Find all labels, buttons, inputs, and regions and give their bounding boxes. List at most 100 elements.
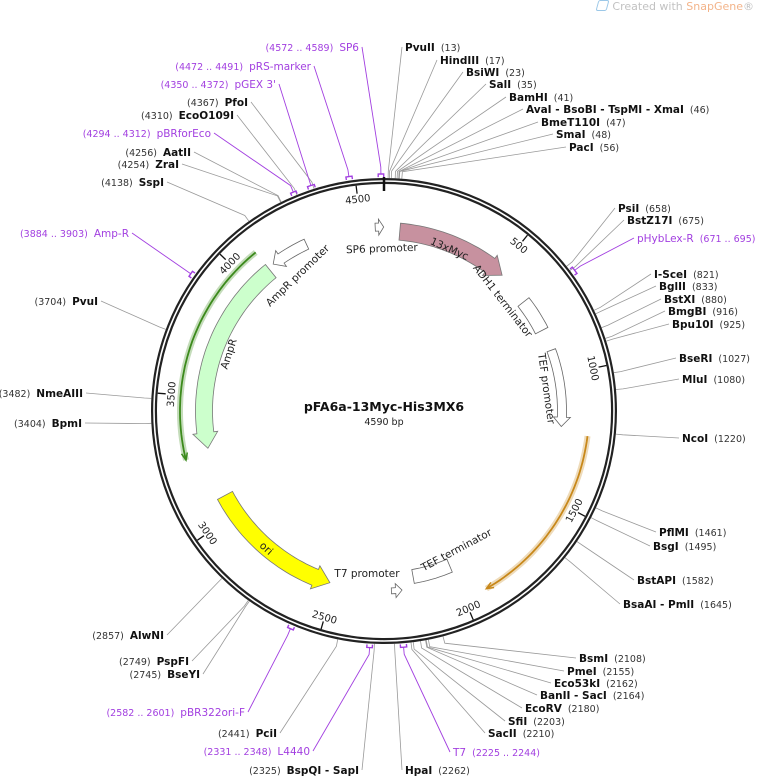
site-bstz17i[interactable]: BstZ17I (675) bbox=[627, 215, 704, 227]
site-ecoo109i[interactable]: (4310) EcoO109I bbox=[141, 110, 234, 122]
site-mlui[interactable]: MluI (1080) bbox=[682, 374, 745, 386]
site-bpmi-leader bbox=[84, 422, 152, 425]
site-ecoo109i-label-pos: (4310) bbox=[141, 111, 173, 122]
site-paci[interactable]: PacI (56) bbox=[569, 142, 619, 154]
primer-pbrforeco-label-pos: (4294 .. 4312) bbox=[83, 129, 151, 140]
primer-sp6[interactable]: (4572 .. 4589) SP6 bbox=[265, 42, 359, 54]
primer-pbr322ori-f[interactable]: (2582 .. 2601) pBR322ori-F bbox=[106, 707, 245, 719]
site-hpai[interactable]: HpaI (2262) bbox=[405, 765, 470, 777]
site-sfii-label-pos: (2203) bbox=[533, 717, 565, 728]
tick-label: 3500 bbox=[166, 381, 179, 407]
site-bmgbi[interactable]: BmgBI (916) bbox=[668, 306, 738, 318]
primer-l4440[interactable]: (2331 .. 2348) L4440 bbox=[204, 746, 310, 758]
site-ncoi[interactable]: NcoI (1220) bbox=[682, 433, 746, 445]
site-pspfi[interactable]: (2749) PspFI bbox=[119, 656, 189, 668]
primer-phyblex-r[interactable]: pHybLex-R (671 .. 695) bbox=[637, 233, 755, 245]
site-sfii[interactable]: SfiI (2203) bbox=[508, 716, 565, 728]
site-bsiwi[interactable]: BsiWI (23) bbox=[466, 67, 525, 79]
site-hpai-leader bbox=[394, 643, 403, 771]
site-bstxi[interactable]: BstXI (880) bbox=[664, 294, 727, 306]
feature-ampr-promoter[interactable] bbox=[272, 238, 310, 267]
site-sali[interactable]: SalI (35) bbox=[489, 79, 537, 91]
site-bmgbi-label-name: BmgBI bbox=[668, 306, 706, 318]
site-zrai-label-name: ZraI bbox=[155, 159, 179, 171]
feature-label-t7-promoter[interactable]: T7 promoter bbox=[333, 568, 400, 580]
feature-ori[interactable] bbox=[216, 490, 331, 590]
site-pvui[interactable]: (3704) PvuI bbox=[34, 296, 98, 308]
tick-label: 2000 bbox=[455, 599, 483, 619]
site-bmet110i[interactable]: BmeT110I (47) bbox=[541, 117, 626, 129]
site-smai-label-pos: (48) bbox=[592, 130, 612, 141]
site-i-scei[interactable]: I-SceI (821) bbox=[654, 269, 719, 281]
primer-phyblex-r-label-name: pHybLex-R bbox=[637, 233, 694, 245]
site-bpu10i[interactable]: Bpu10I (925) bbox=[672, 319, 745, 331]
site-aatii[interactable]: (4256) AatII bbox=[125, 147, 191, 159]
site-pfoi[interactable]: (4367) PfoI bbox=[187, 97, 248, 109]
feature-t7-promoter[interactable] bbox=[390, 582, 403, 599]
primer-t7[interactable]: T7 (2225 .. 2244) bbox=[452, 747, 540, 759]
feature-orf-8[interactable] bbox=[179, 251, 257, 461]
site-pvuii[interactable]: PvuII (13) bbox=[405, 42, 460, 54]
site-bsgi[interactable]: BsgI (1495) bbox=[653, 541, 716, 553]
site-pcii[interactable]: (2441) PciI bbox=[218, 728, 277, 740]
site-avai-bsobi-tspmi-xmai-label-name: AvaI - BsoBI - TspMI - XmaI bbox=[526, 104, 684, 116]
primer-pgex-3-[interactable]: (4350 .. 4372) pGEX 3' bbox=[161, 79, 276, 91]
site-pflmi-leader bbox=[595, 507, 657, 533]
site-bstapi[interactable]: BstAPI (1582) bbox=[637, 575, 714, 587]
site-bseri[interactable]: BseRI (1027) bbox=[679, 353, 750, 365]
site-bsaai-pmli[interactable]: BsaAI - PmlI (1645) bbox=[623, 599, 732, 611]
site-pvui-label-name: PvuI bbox=[72, 296, 98, 308]
tick-label: 1000 bbox=[584, 355, 600, 382]
site-paci-label-pos: (56) bbox=[600, 143, 620, 154]
site-nmeaiii[interactable]: (3482) NmeAIII bbox=[0, 388, 83, 400]
site-avai-bsobi-tspmi-xmai[interactable]: AvaI - BsoBI - TspMI - XmaI (46) bbox=[526, 104, 709, 116]
feature-orf-3[interactable] bbox=[485, 435, 589, 590]
site-pspfi-leader bbox=[191, 600, 249, 662]
site-banii-saci[interactable]: BanII - SacI (2164) bbox=[540, 690, 644, 702]
site-pflmi[interactable]: PflMI (1461) bbox=[659, 527, 726, 539]
site-bpu10i-leader bbox=[606, 323, 670, 342]
watermark-suffix: ® bbox=[743, 0, 754, 13]
site-bmet110i-label-name: BmeT110I bbox=[541, 117, 600, 129]
site-avai-bsobi-tspmi-xmai-leader bbox=[398, 108, 524, 179]
site-bamhi[interactable]: BamHI (41) bbox=[509, 92, 573, 104]
site-bglii[interactable]: BglII (833) bbox=[659, 281, 717, 293]
site-pflmi-label-name: PflMI bbox=[659, 527, 689, 539]
site-bpmi[interactable]: (3404) BpmI bbox=[14, 418, 82, 430]
site-pspfi-label-name: PspFI bbox=[157, 656, 189, 668]
site-zrai[interactable]: (4254) ZraI bbox=[118, 159, 179, 171]
site-pmei[interactable]: PmeI (2155) bbox=[567, 666, 634, 678]
site-eco53ki[interactable]: Eco53kI (2162) bbox=[554, 678, 638, 690]
site-ecoo109i-label-name: EcoO109I bbox=[179, 110, 234, 122]
primer-prs-marker[interactable]: (4472 .. 4491) pRS-marker bbox=[175, 61, 311, 73]
site-ecorv[interactable]: EcoRV (2180) bbox=[525, 703, 599, 715]
site-smai[interactable]: SmaI (48) bbox=[556, 129, 611, 141]
feature-tef-promoter[interactable] bbox=[546, 348, 572, 428]
site-sspi[interactable]: (4138) SspI bbox=[101, 177, 164, 189]
feature-ampr[interactable] bbox=[192, 263, 277, 449]
feature-tef-terminator[interactable] bbox=[411, 558, 453, 584]
site-psii[interactable]: PsiI (658) bbox=[618, 203, 671, 215]
primer-amp-r[interactable]: (3884 .. 3903) Amp-R bbox=[20, 228, 129, 240]
site-bsmi[interactable]: BsmI (2108) bbox=[579, 653, 646, 665]
feature-13xmyc[interactable] bbox=[398, 222, 503, 276]
site-bseyi[interactable]: (2745) BseYI bbox=[130, 669, 200, 681]
site-bspqi-sapi[interactable]: (2325) BspQI - SapI bbox=[249, 765, 359, 777]
site-i-scei-leader bbox=[593, 273, 652, 311]
feature-sp6-promoter[interactable] bbox=[374, 217, 385, 237]
feature-label-sp6-promoter[interactable]: SP6 promoter bbox=[346, 242, 419, 257]
site-bamhi-label-pos: (41) bbox=[554, 93, 574, 104]
tick-mark bbox=[157, 392, 166, 395]
primer-prs-marker-leader bbox=[313, 65, 350, 177]
site-sacii[interactable]: SacII (2210) bbox=[488, 728, 554, 740]
site-alwni[interactable]: (2857) AlwNI bbox=[92, 630, 164, 642]
feature-adh1-terminator[interactable] bbox=[517, 297, 549, 335]
site-pspfi-label-pos: (2749) bbox=[119, 657, 151, 668]
site-sacii-label-name: SacII bbox=[488, 728, 517, 740]
site-hindiii[interactable]: HindIII (17) bbox=[440, 55, 505, 67]
feature-label-tef-terminator[interactable]: TEF terminator bbox=[418, 526, 494, 574]
site-bstz17i-label-pos: (675) bbox=[678, 216, 704, 227]
site-pfoi-leader bbox=[250, 101, 315, 189]
site-pfoi-label-name: PfoI bbox=[225, 97, 248, 109]
primer-pbrforeco[interactable]: (4294 .. 4312) pBRforEco bbox=[83, 128, 211, 140]
